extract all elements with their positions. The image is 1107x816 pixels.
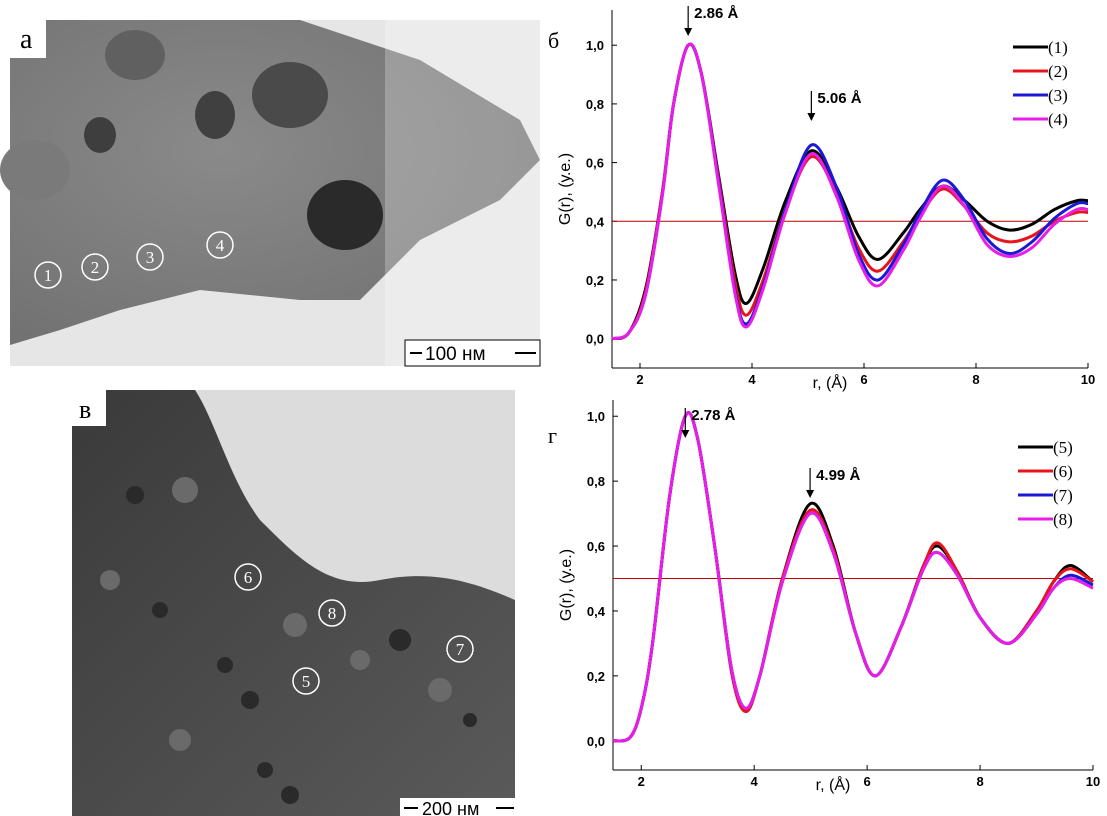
particle [10,20,540,345]
marker-label: 6 [244,568,253,587]
marker-circle [81,253,109,281]
tem-image-a: а 100 нм [0,20,541,367]
y-tick-label: 0,4 [586,214,605,229]
scale-bar: 100 нм [425,344,486,365]
grain [105,30,165,80]
annotation-arrowhead [806,490,815,498]
x-tick-label: 10 [1086,774,1100,789]
label-box [10,20,46,58]
series-line [612,411,1094,743]
image-seam [385,20,540,366]
legend-label: (4) [1048,110,1068,129]
series-line [611,42,1089,341]
series-line [611,42,1089,341]
y-tick-label: 0,8 [586,97,604,112]
grain [84,117,116,153]
annotation: 2.78 Å [691,407,735,424]
x-tick-label: 10 [1081,372,1095,387]
grains [126,486,477,804]
y-tick-label: 0,6 [587,539,605,554]
label-box [72,390,106,426]
marker-label: 7 [456,640,465,659]
marker-label: 5 [302,672,311,691]
legend-label: (8) [1053,510,1073,529]
annotation-arrowhead [681,430,690,438]
x-tick-label: 4 [751,774,759,789]
legend-label: (1) [1048,38,1068,57]
grain [0,140,70,200]
y-tick-label: 1,0 [586,38,604,53]
y-tick-label: 0,4 [587,604,606,619]
legend-label: (3) [1048,86,1068,105]
y-tick-label: 0,6 [586,156,604,171]
annotation: 4.99 Å [816,467,860,484]
series-line [611,42,1089,341]
annotation-arrowhead [807,113,816,121]
marker-circle [136,243,164,271]
panel-label: а [20,24,33,55]
annotation: 2.86 Å [694,5,738,22]
marker-label: 4 [216,236,225,255]
x-tick-label: 8 [972,372,979,387]
x-tick-label: 8 [976,774,983,789]
y-tick-label: 0,8 [587,474,605,489]
panel-label: в [79,395,91,424]
series-line [611,42,1089,341]
x-tick-label: 6 [860,372,867,387]
legend-label: (6) [1053,462,1073,481]
marker-circle [446,635,474,663]
series-line [612,411,1094,743]
marker-label: 2 [91,258,100,277]
legend-label: (7) [1053,486,1073,505]
marker-circle [206,231,234,259]
x-tick-label: 6 [864,774,871,789]
marker-label: 1 [44,266,53,285]
marker-label: 3 [146,248,155,267]
x-tick-label: 2 [638,774,645,789]
x-axis-label: r, (Å) [813,373,848,392]
series-line [612,411,1094,743]
grain [195,91,235,139]
grain [307,180,383,250]
grain [252,62,328,128]
x-axis-label: r, (Å) [816,775,851,794]
annotation-arrowhead [684,28,693,36]
x-tick-label: 4 [748,372,756,387]
y-tick-label: 1,0 [587,409,605,424]
tem-image-v: в 200 нм [72,390,515,816]
marker-circle [318,599,346,627]
legend-label: (2) [1048,62,1068,81]
y-tick-label: 0,0 [587,734,605,749]
y-tick-label: 0,2 [586,273,604,288]
marker-circle [234,563,262,591]
y-tick-label: 0,0 [586,332,604,347]
marker-circle [292,667,320,695]
scale-box [400,798,515,816]
y-tick-label: 0,2 [587,669,605,684]
y-axis-label: G(r), (у.е.) [558,549,575,621]
series-line [612,411,1094,743]
marker-circle [34,261,62,289]
panel-label: б [548,28,559,53]
marker-label: 8 [328,604,337,623]
x-tick-label: 2 [636,372,643,387]
annotation: 5.06 Å [817,90,861,107]
grains [100,477,452,751]
panel-label: г [548,423,557,448]
scale-bar: 200 нм [422,799,479,816]
legend-label: (5) [1053,438,1073,457]
y-axis-label: G(r), (у.е.) [557,153,574,225]
